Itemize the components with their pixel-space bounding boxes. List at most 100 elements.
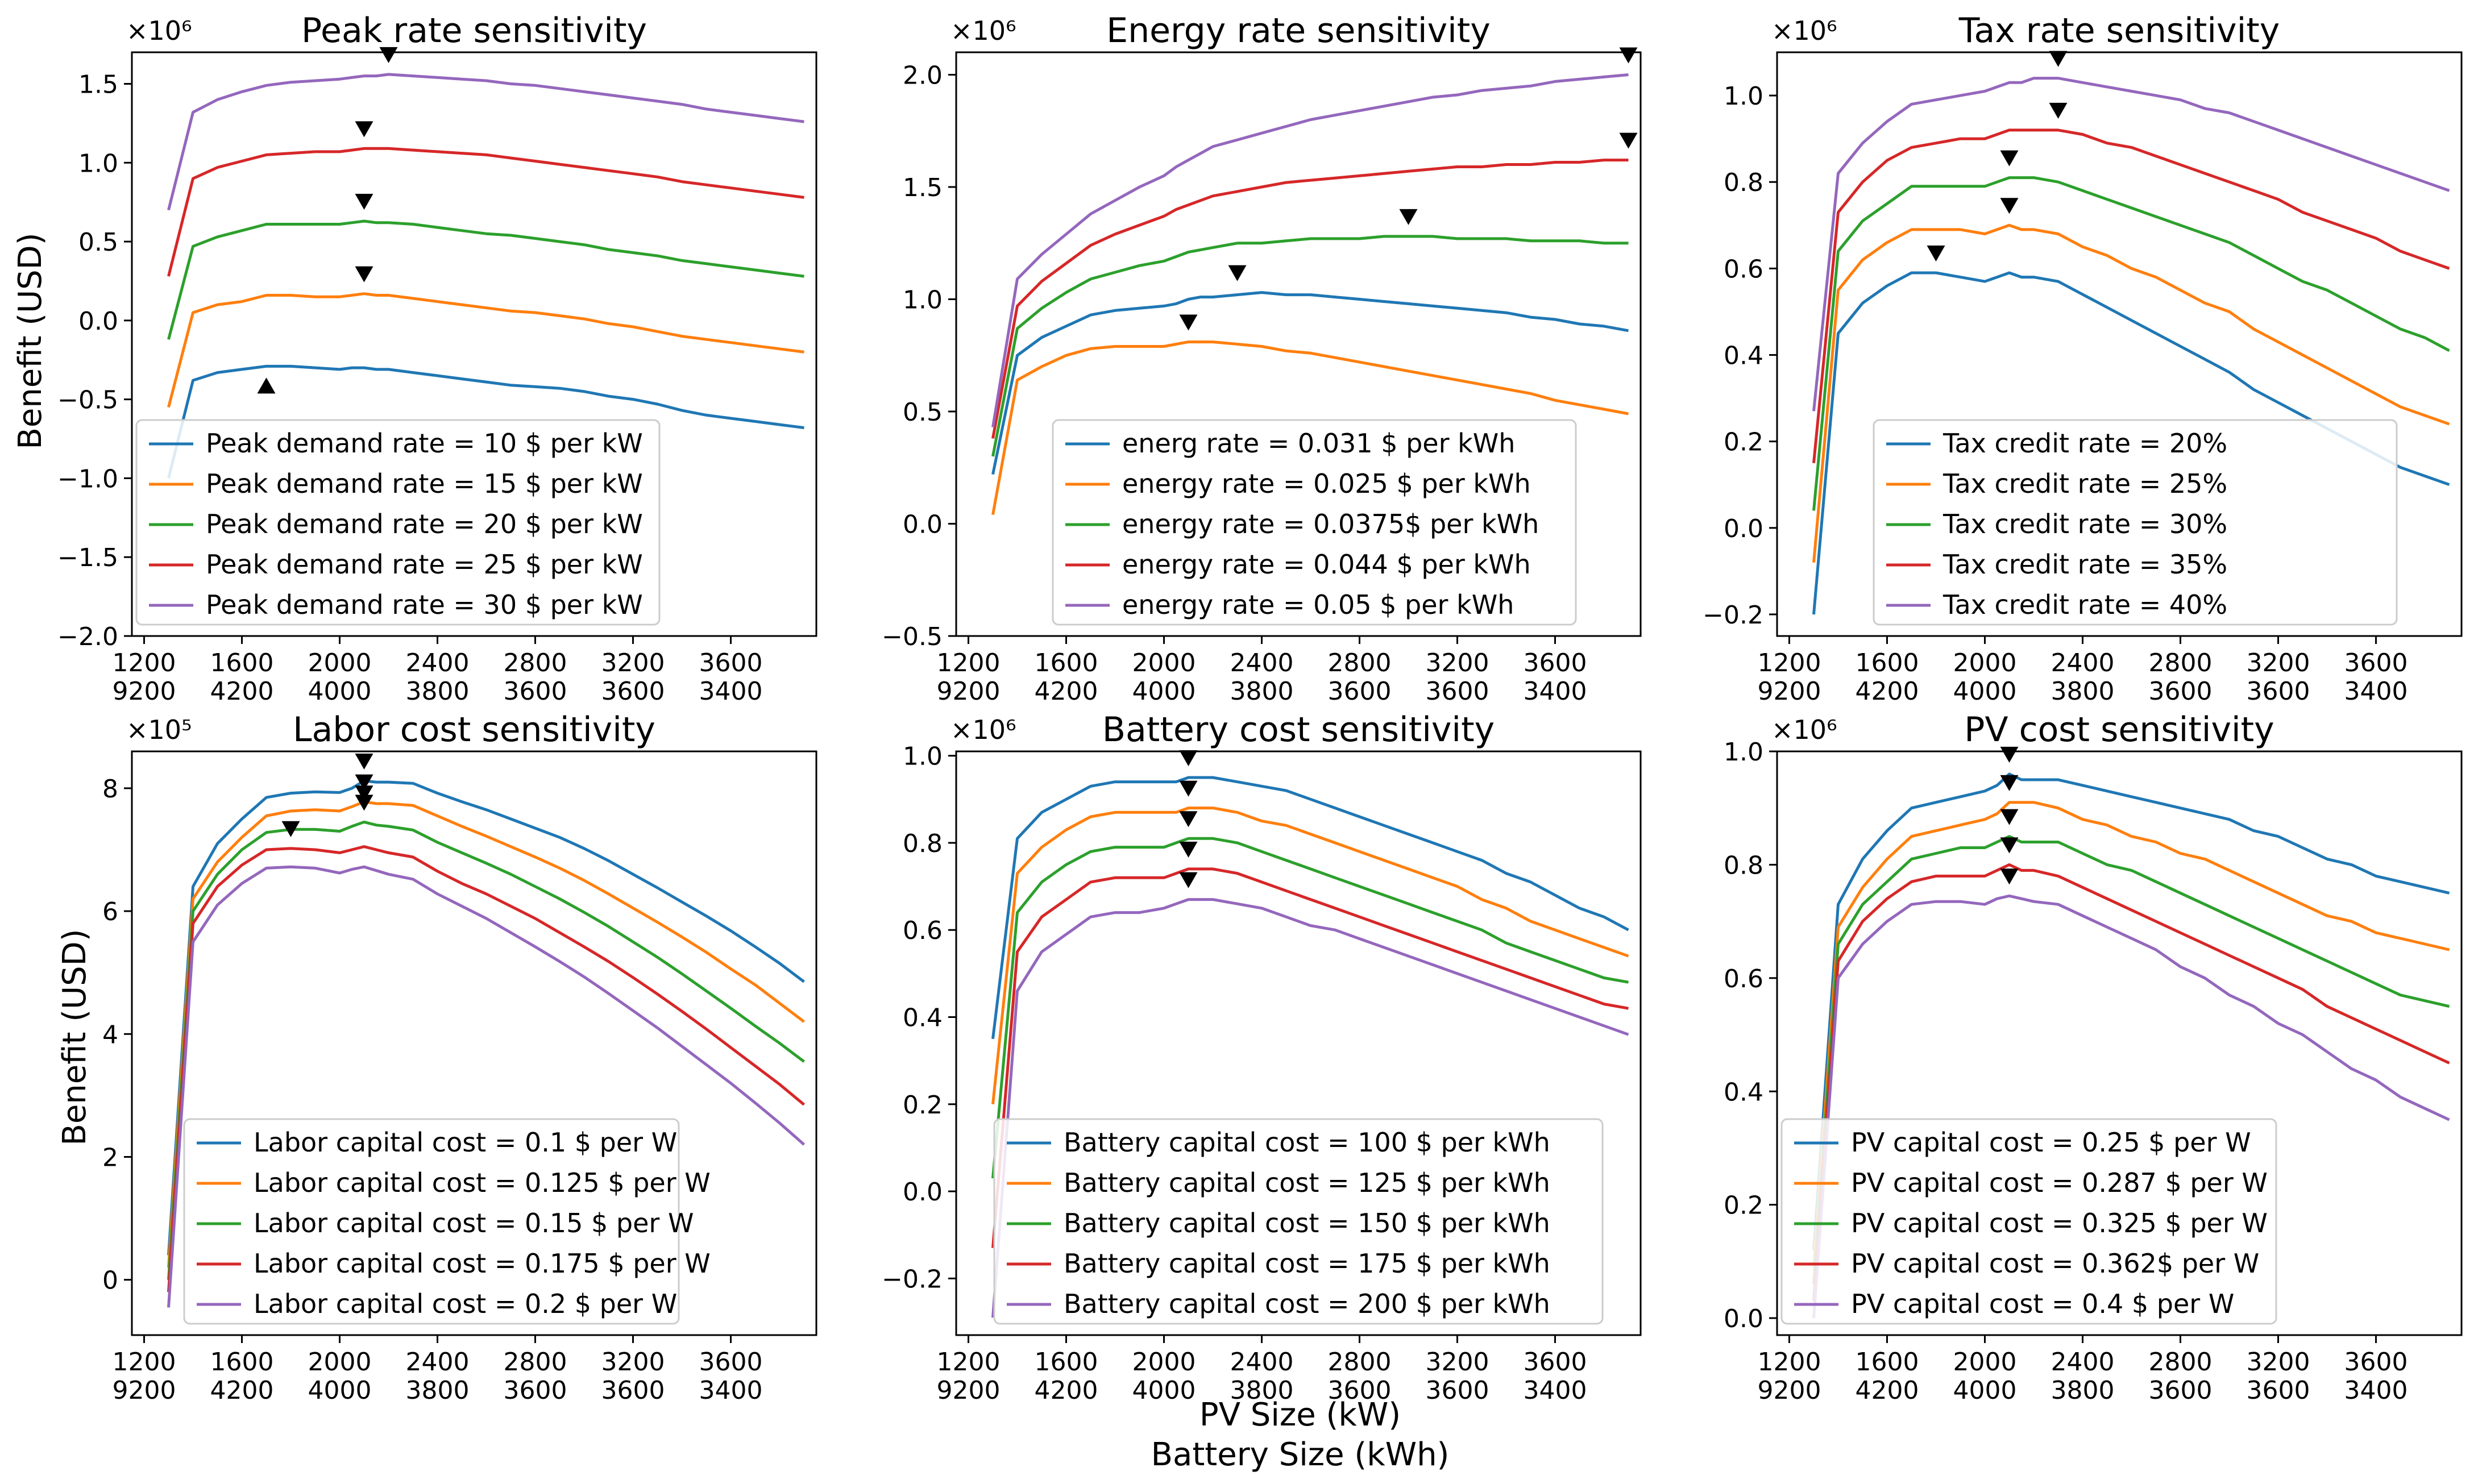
x-tick-label-battery: 9200: [1758, 1376, 1821, 1405]
chart-title: PV cost sensitivity: [1964, 710, 2274, 750]
series-line-5: [991, 73, 1629, 428]
x-tick-label-battery: 4000: [308, 1376, 372, 1405]
optimum-marker-2: [2000, 775, 2019, 791]
series-line-2: [167, 292, 804, 408]
legend: PV capital cost = 0.25 $ per W PV capital…: [1780, 1118, 2277, 1325]
optimum-marker-4: [2000, 837, 2019, 854]
legend-entry: PV capital cost = 0.362$ per W: [1851, 1248, 2259, 1279]
series-line-5: [167, 73, 804, 211]
x-tick-label-battery: 3400: [1524, 1376, 1587, 1405]
x-tick-label-pv: 1600: [210, 649, 274, 677]
legend-entry: Tax credit rate = 35%: [1942, 549, 2227, 580]
x-tick-label-pv: 2400: [406, 649, 470, 677]
x-tick-label-pv: 2400: [2051, 1348, 2115, 1377]
optimum-marker-5: [2000, 868, 2019, 885]
x-tick-label-pv: 2800: [504, 1348, 567, 1377]
x-tick-label-battery: 3600: [504, 677, 567, 706]
y-tick-label: 0.2: [1724, 1191, 1763, 1220]
x-tick-label-pv: 2800: [1328, 1348, 1392, 1377]
y-tick-label: 0.8: [1724, 851, 1763, 880]
y-axis-label-bottom: Benefit (USD): [56, 929, 93, 1145]
y-tick-label: 1.0: [903, 286, 943, 315]
y-tick-label: 0.0: [903, 1178, 943, 1207]
y-tick-label: 0.8: [1724, 168, 1763, 197]
y-axis-label-top: Benefit (USD): [12, 232, 49, 449]
y-tick-label: 0.0: [78, 307, 118, 336]
legend-entry: energy rate = 0.0375$ per kWh: [1122, 509, 1539, 539]
optimum-marker-1: [1228, 265, 1247, 281]
optimum-marker-5: [355, 785, 373, 802]
x-tick-label-pv: 1600: [210, 1348, 274, 1377]
x-tick-label-battery: 3800: [1230, 677, 1294, 706]
series-line-3: [1812, 176, 2450, 511]
x-tick-label-battery: 3600: [2149, 677, 2213, 706]
legend-entry: Peak demand rate = 20 $ per kW: [206, 509, 643, 539]
x-tick-label-pv: 2800: [504, 649, 567, 677]
series-line-1: [991, 776, 1629, 1040]
y-tick-label: 0.4: [903, 1004, 943, 1033]
x-tick-label-pv: 1200: [1758, 649, 1821, 677]
optimum-marker-2: [355, 774, 373, 791]
legend-entry: Labor capital cost = 0.15 $ per W: [254, 1208, 694, 1238]
x-tick-label-pv: 2000: [308, 1348, 372, 1377]
x-tick-label-battery: 4000: [1132, 1376, 1196, 1405]
y-tick-label: −1.5: [57, 543, 118, 572]
chart-title: Battery cost sensitivity: [1102, 710, 1495, 750]
legend-entry: Tax credit rate = 20%: [1942, 428, 2227, 459]
legend-frame: [1052, 419, 1577, 626]
x-tick-label-pv: 2400: [1230, 649, 1294, 677]
y-tick-label: 0: [102, 1266, 118, 1295]
series-line-2: [991, 340, 1629, 516]
series-line-4: [167, 845, 806, 1292]
series-line-1: [167, 364, 804, 479]
legend-entry: Tax credit rate = 30%: [1942, 509, 2227, 539]
series-line-4: [167, 147, 804, 277]
legend-entry: PV capital cost = 0.325 $ per W: [1851, 1208, 2268, 1238]
legend: Battery capital cost = 100 $ per kWh Batt…: [993, 1118, 1604, 1325]
x-tick-label-pv: 1600: [1035, 649, 1098, 677]
optimum-marker-3: [1399, 209, 1418, 225]
legend: Tax credit rate = 20% Tax credit rate = 2…: [1873, 419, 2398, 626]
x-tick-label-battery: 4000: [1953, 677, 2017, 706]
y-tick-label: 8: [102, 775, 118, 804]
optimum-marker-2: [1179, 314, 1198, 331]
x-tick-label-pv: 2000: [1953, 649, 2017, 677]
axes-frame: [955, 51, 1642, 637]
series-line-4: [1812, 863, 2450, 1302]
legend-frame: [183, 1118, 680, 1325]
legend: Peak demand rate = 10 $ per kW Peak deman…: [135, 419, 661, 626]
x-tick-label-battery: 3400: [699, 677, 763, 706]
optimum-marker-3: [355, 193, 373, 210]
x-tick-label-pv: 3200: [2247, 649, 2310, 677]
x-tick-label-pv: 1200: [1758, 1348, 1821, 1377]
series-line-4: [991, 867, 1629, 1248]
legend-frame: [135, 419, 661, 626]
y-tick-label: 0.4: [1724, 342, 1763, 371]
series-line-3: [991, 837, 1629, 1179]
optimum-marker-4: [1619, 132, 1638, 149]
x-tick-label-pv: 1600: [1856, 649, 1919, 677]
x-tick-label-pv: 3600: [1524, 649, 1587, 677]
x-axis-label-pv: PV Size (kW): [1199, 1396, 1401, 1433]
legend-entry: Battery capital cost = 175 $ per kWh: [1064, 1248, 1550, 1279]
x-tick-label-battery: 4200: [210, 677, 274, 706]
series-line-2: [991, 807, 1629, 1105]
x-tick-label-pv: 2800: [2149, 649, 2213, 677]
legend-entry: Peak demand rate = 30 $ per kW: [206, 589, 643, 620]
y-tick-label: 1.0: [903, 742, 943, 771]
y-tick-label: 1.5: [78, 70, 118, 99]
chart-title: Peak rate sensitivity: [301, 11, 647, 51]
legend-entry: Peak demand rate = 25 $ per kW: [206, 549, 643, 580]
optimum-marker-3: [2000, 809, 2019, 825]
x-tick-label-battery: 3400: [1524, 677, 1587, 706]
y-tick-label: 2.0: [903, 61, 943, 90]
legend-frame: [1873, 419, 2398, 626]
legend-entry: energ rate = 0.031 $ per kWh: [1122, 428, 1515, 459]
y-tick-label: −0.5: [882, 622, 943, 651]
x-tick-label-pv: 1600: [1035, 1348, 1098, 1377]
x-tick-label-pv: 2000: [1132, 1348, 1196, 1377]
legend-entry: Battery capital cost = 200 $ per kWh: [1064, 1288, 1550, 1319]
y-tick-label: 0.4: [1724, 1078, 1763, 1107]
series-line-5: [167, 865, 806, 1308]
y-tick-label: 6: [102, 897, 118, 926]
